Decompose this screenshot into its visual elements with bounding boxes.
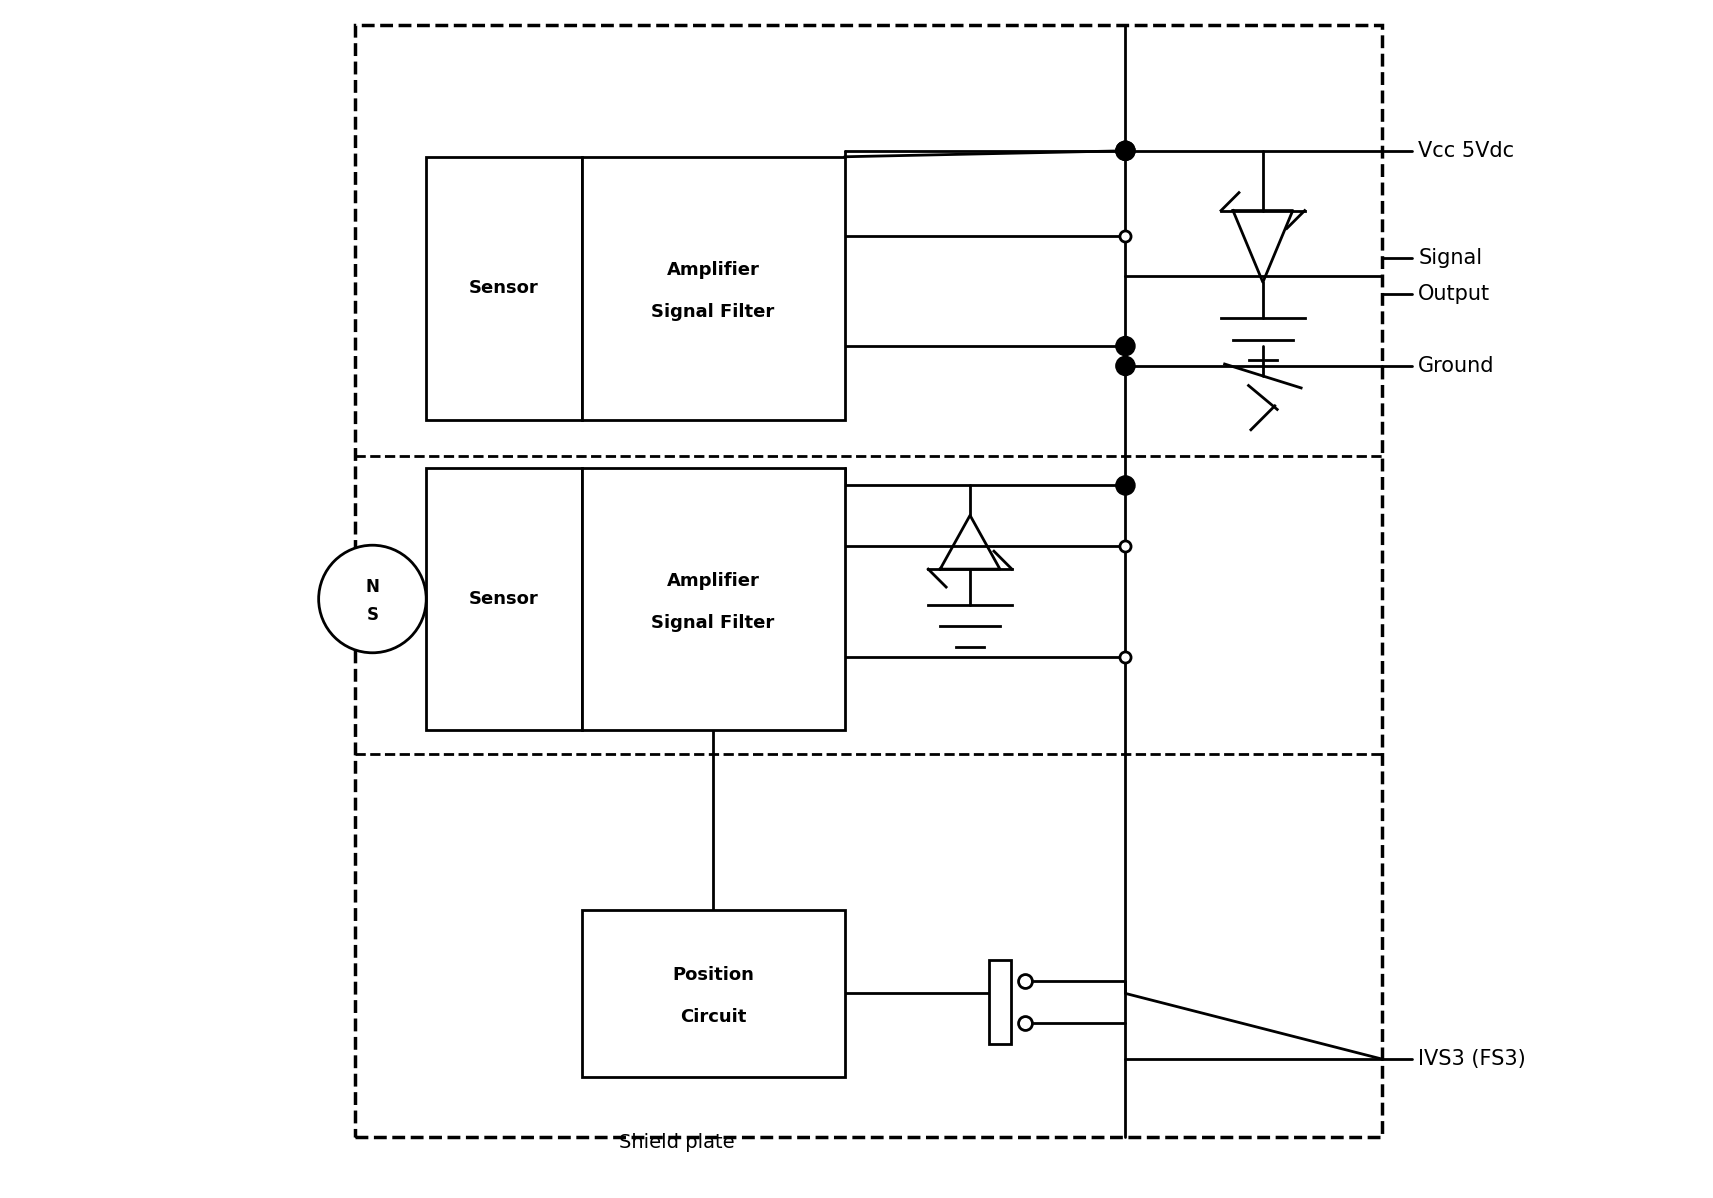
Text: Signal Filter: Signal Filter [651,613,774,631]
Text: Shield plate: Shield plate [620,1133,735,1152]
Text: Signal: Signal [1418,248,1482,268]
Text: S: S [367,605,379,623]
Text: Circuit: Circuit [680,1009,747,1027]
Text: Ground: Ground [1418,356,1495,376]
Bar [582,909,845,1077]
Text: Sensor: Sensor [469,279,540,297]
Text: Amplifier: Amplifier [666,573,759,591]
Text: Sensor: Sensor [469,589,540,609]
Text: Position: Position [671,967,754,985]
Text: N: N [365,579,379,597]
Bar [582,467,845,731]
Text: Signal Filter: Signal Filter [651,303,774,321]
Bar [427,157,582,419]
Text: Amplifier: Amplifier [666,261,759,279]
Circle shape [1115,141,1136,161]
Circle shape [1115,337,1136,356]
Bar [427,467,582,731]
Text: Vcc 5Vdc: Vcc 5Vdc [1418,141,1514,161]
Text: Output: Output [1418,284,1490,304]
Bar [988,960,1011,1043]
Text: IVS3 (FS3): IVS3 (FS3) [1418,1049,1526,1069]
Bar [355,25,1382,1137]
Circle shape [319,545,427,653]
Bar [582,157,845,419]
Circle shape [1115,476,1136,495]
Circle shape [1115,356,1136,375]
Circle shape [1115,141,1136,161]
